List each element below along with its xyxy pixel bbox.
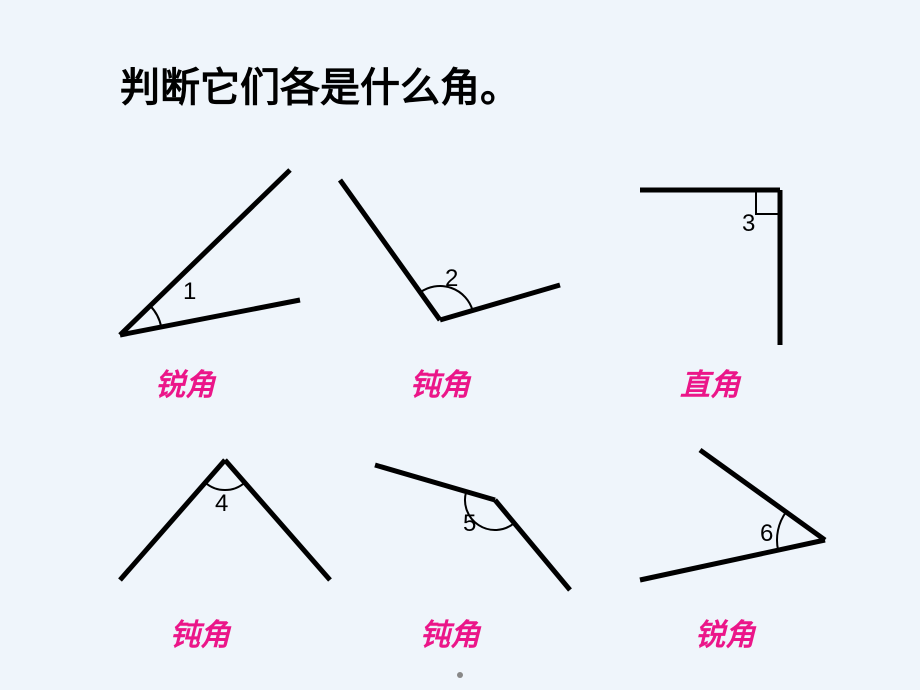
angle-number-6: 6 <box>760 520 773 548</box>
angle-number-5: 5 <box>463 510 476 538</box>
angle-number-4: 4 <box>215 490 228 518</box>
angle-type-label-3: 直角 <box>680 360 740 404</box>
angle-type-label-4: 钝角 <box>170 610 230 654</box>
angle-number-2: 2 <box>445 265 458 293</box>
angles-diagram <box>0 0 920 690</box>
angle-number-3: 3 <box>742 210 755 238</box>
angle-type-label-6: 锐角 <box>695 610 755 654</box>
angle-number-1: 1 <box>183 278 196 306</box>
slide-indicator <box>457 672 463 678</box>
angle-type-label-2: 钝角 <box>410 360 470 404</box>
angle-type-label-1: 锐角 <box>155 360 215 404</box>
angle-type-label-5: 钝角 <box>420 610 480 654</box>
